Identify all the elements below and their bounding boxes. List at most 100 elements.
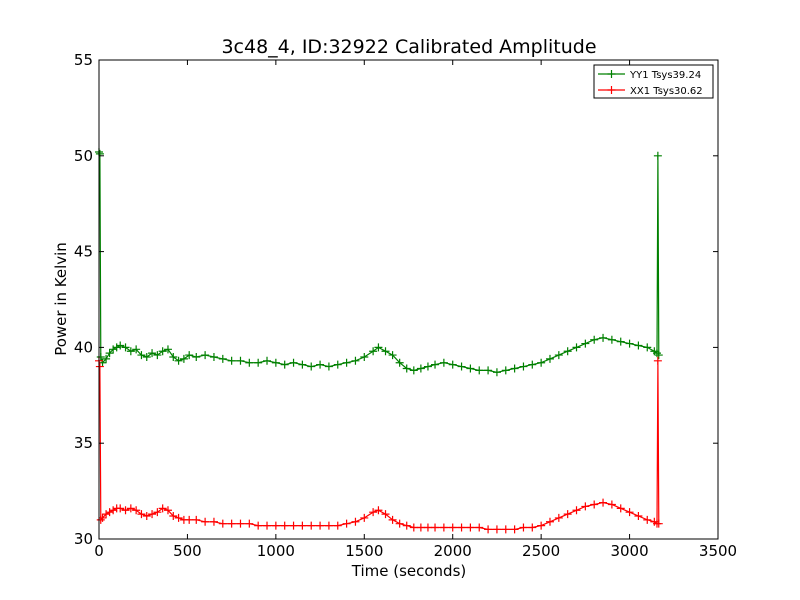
- data-point: [116, 504, 125, 513]
- plot-frame: [98, 59, 719, 540]
- data-point: [510, 525, 519, 534]
- data-point: [563, 510, 572, 519]
- data-point: [126, 504, 135, 513]
- data-point: [607, 335, 616, 344]
- data-point: [169, 512, 178, 521]
- data-point: [457, 523, 466, 532]
- data-point: [298, 360, 307, 369]
- data-point: [307, 521, 316, 530]
- data-point: [563, 347, 572, 356]
- x-tick-label: 1000: [257, 542, 295, 560]
- data-point: [333, 521, 342, 530]
- y-tick-label: 40: [74, 338, 93, 356]
- data-point: [227, 356, 236, 365]
- plot-area: [99, 60, 718, 539]
- data-point: [153, 351, 162, 360]
- data-point: [431, 360, 440, 369]
- data-point: [153, 508, 162, 517]
- data-point: [448, 523, 457, 532]
- data-point: [201, 351, 210, 360]
- data-point: [98, 513, 107, 522]
- data-point: [158, 347, 167, 356]
- data-point: [653, 151, 662, 160]
- data-point: [116, 341, 125, 350]
- data-point: [137, 351, 146, 360]
- x-tick-label: 3000: [610, 542, 648, 560]
- legend-marker: [607, 70, 616, 78]
- data-point: [174, 356, 183, 365]
- data-point: [289, 521, 298, 530]
- data-point: [381, 510, 390, 519]
- y-tick-label: 35: [74, 434, 93, 452]
- data-point: [236, 356, 245, 365]
- data-point: [148, 510, 157, 519]
- data-point: [590, 500, 599, 509]
- data-point: [484, 366, 493, 375]
- x-tick-label: 500: [173, 542, 202, 560]
- data-point: [416, 364, 425, 373]
- data-point: [236, 519, 245, 528]
- data-point: [158, 504, 167, 513]
- data-point: [652, 349, 661, 358]
- data-point: [374, 506, 383, 515]
- data-point: [554, 351, 563, 360]
- data-point: [132, 345, 141, 354]
- x-tick-label: 2000: [434, 542, 472, 560]
- data-point: [333, 360, 342, 369]
- data-point: [466, 523, 475, 532]
- data-point: [105, 349, 114, 358]
- data-point: [96, 515, 105, 524]
- y-tick-label: 45: [74, 243, 93, 261]
- data-point: [528, 360, 537, 369]
- data-point: [537, 521, 546, 530]
- data-point: [245, 519, 254, 528]
- data-point: [148, 349, 157, 358]
- data-point: [185, 351, 194, 360]
- x-tick-label: 3500: [699, 542, 737, 560]
- data-point: [132, 506, 141, 515]
- data-point: [643, 515, 652, 524]
- data-point: [254, 521, 263, 530]
- data-point: [298, 521, 307, 530]
- legend-label: XX1 Tsys30.62: [630, 86, 703, 97]
- data-point: [616, 337, 625, 346]
- data-point: [369, 347, 378, 356]
- data-point: [218, 354, 227, 363]
- data-point: [192, 515, 201, 524]
- data-point: [423, 362, 432, 371]
- data-point: [510, 364, 519, 373]
- data-point: [324, 521, 333, 530]
- legend-marker: [607, 86, 616, 94]
- data-point: [388, 351, 397, 360]
- data-point: [109, 345, 118, 354]
- data-point: [227, 519, 236, 528]
- data-point: [192, 352, 201, 361]
- data-point: [431, 523, 440, 532]
- data-point: [581, 502, 590, 511]
- data-point: [280, 360, 289, 369]
- data-point: [475, 366, 484, 375]
- data-point: [395, 519, 404, 528]
- data-point: [185, 515, 194, 524]
- legend-items: YY1 Tsys39.24 XX1 Tsys30.62: [598, 70, 703, 97]
- data-point: [519, 523, 528, 532]
- data-point: [484, 525, 493, 534]
- y-tick-label: 50: [74, 147, 93, 165]
- data-point: [416, 523, 425, 532]
- data-point: [179, 354, 188, 363]
- data-point: [554, 513, 563, 522]
- data-point: [625, 339, 634, 348]
- data-point: [209, 517, 218, 526]
- data-point: [109, 506, 118, 515]
- data-point: [95, 362, 104, 371]
- legend: YY1 Tsys39.24 XX1 Tsys30.62: [593, 64, 714, 99]
- data-point: [218, 519, 227, 528]
- y-tick-label: 30: [74, 530, 93, 548]
- data-point: [342, 358, 351, 367]
- data-point: [402, 521, 411, 530]
- data-point: [112, 343, 121, 352]
- data-point: [95, 149, 104, 158]
- data-point: [324, 362, 333, 371]
- data-point: [360, 513, 369, 522]
- x-axis-label: Time (seconds): [351, 562, 467, 580]
